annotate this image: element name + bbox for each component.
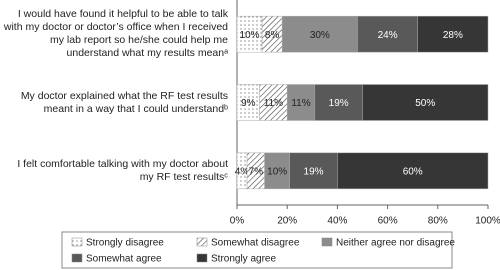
value-label: 19%	[329, 98, 349, 109]
legend-swatch	[196, 237, 208, 247]
value-label: 28%	[443, 30, 463, 41]
bar-segment	[362, 84, 489, 121]
legend-swatch	[71, 237, 83, 247]
x-tick-label: 20%	[277, 216, 297, 227]
value-label: 19%	[304, 166, 324, 177]
value-label: 7%	[249, 166, 264, 177]
value-label: 10%	[267, 166, 287, 177]
value-label: 10%	[240, 30, 260, 41]
value-label: 11%	[264, 98, 283, 109]
bar-segment	[337, 152, 489, 190]
x-tick-label: 40%	[327, 216, 347, 227]
value-label: 11%	[291, 98, 310, 109]
value-label: 4%	[235, 166, 250, 177]
value-label: 9%	[241, 98, 256, 109]
legend-swatch	[71, 253, 83, 263]
legend-label: Strongly agree	[211, 254, 276, 265]
legend-box	[61, 231, 453, 269]
legend-label: Somewhat agree	[86, 254, 162, 265]
value-label: 30%	[310, 30, 330, 41]
legend-label: Strongly disagree	[86, 238, 164, 249]
category-label: I felt comfortable talking with my docto…	[17, 157, 228, 183]
legend-label: Neither agree nor disagree	[336, 238, 455, 249]
x-tick-label: 100%	[475, 216, 500, 227]
value-label: 60%	[403, 166, 423, 177]
value-label: 8%	[265, 30, 280, 41]
x-tick-label: 0%	[230, 216, 245, 227]
category-label: My doctor explained what the RF test res…	[20, 89, 228, 115]
bar-segment	[236, 15, 263, 53]
x-tick-label: 60%	[378, 216, 398, 227]
legend-label: Somewhat disagree	[211, 238, 300, 249]
bar-segment	[289, 152, 338, 190]
value-label: 24%	[378, 30, 398, 41]
x-tick-label: 80%	[428, 216, 448, 227]
legend-swatch	[321, 237, 333, 247]
bar-segment	[259, 84, 288, 121]
category-label: I would have found it helpful to be able…	[3, 8, 228, 60]
bar-segment	[417, 15, 489, 53]
legend-swatch	[196, 253, 208, 263]
bar-segment	[357, 15, 418, 53]
value-label: 50%	[415, 98, 435, 109]
